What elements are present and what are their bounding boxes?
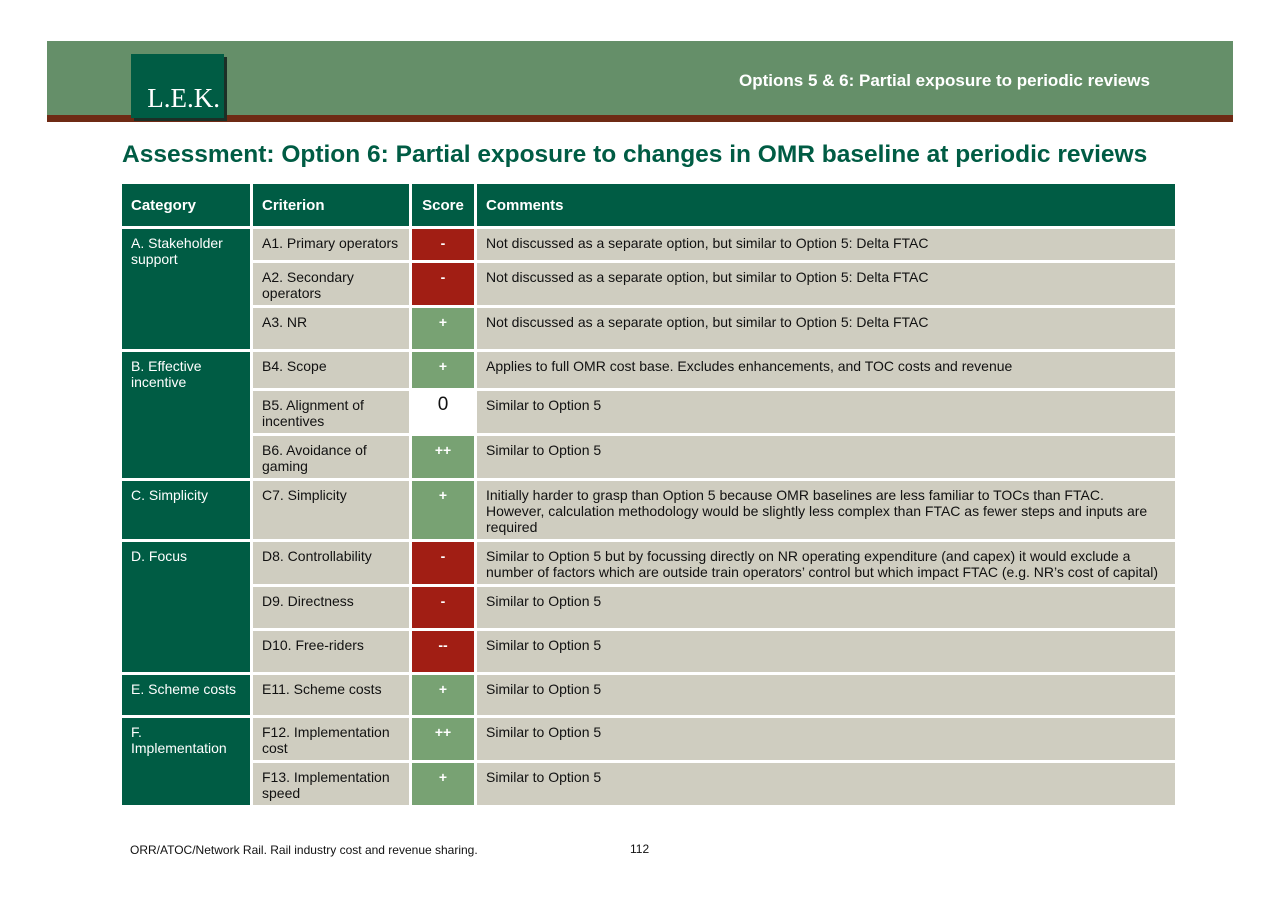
table-row: D9. Directness - Similar to Option 5: [122, 587, 1175, 628]
criterion-cell: D9. Directness: [253, 587, 409, 628]
comment-cell: Similar to Option 5: [477, 675, 1175, 715]
header-criterion: Criterion: [253, 184, 409, 226]
table-row: B. Effective incentive B4. Scope + Appli…: [122, 352, 1175, 478]
table-row: B6. Avoidance of gaming ++ Similar to Op…: [122, 436, 1175, 478]
score-cell: --: [412, 631, 474, 672]
header-title: Options 5 & 6: Partial exposure to perio…: [739, 71, 1150, 90]
comment-cell: Similar to Option 5: [477, 763, 1175, 805]
criterion-cell: D8. Controllability: [253, 542, 409, 584]
category-cell: D. Focus: [122, 542, 250, 672]
criterion-cell: B6. Avoidance of gaming: [253, 436, 409, 478]
score-cell: -: [412, 587, 474, 628]
comment-cell: Initially harder to grasp than Option 5 …: [477, 481, 1175, 539]
score-cell: +: [412, 675, 474, 715]
header-band: [47, 41, 1233, 115]
score-cell: -: [412, 229, 474, 260]
score-cell: 0: [412, 391, 474, 433]
score-cell: ++: [412, 718, 474, 760]
assessment-table: Category Criterion Score Comments A. Sta…: [119, 181, 1178, 808]
comment-cell: Similar to Option 5 but by focussing dir…: [477, 542, 1175, 584]
table-row: D10. Free-riders -- Similar to Option 5: [122, 631, 1175, 672]
table-row: B5. Alignment of incentives 0 Similar to…: [122, 391, 1175, 433]
lek-logo: L.E.K.: [131, 54, 224, 118]
category-cell: E. Scheme costs: [122, 675, 250, 715]
criterion-cell: E11. Scheme costs: [253, 675, 409, 715]
category-cell: A. Stakeholder support: [122, 229, 250, 349]
criterion-cell: C7. Simplicity: [253, 481, 409, 539]
comment-cell: Similar to Option 5: [477, 391, 1175, 433]
comment-cell: Applies to full OMR cost base. Excludes …: [477, 352, 1175, 388]
category-cell: F. Implementation: [122, 718, 250, 805]
criterion-cell: F12. Implementation cost: [253, 718, 409, 760]
table-row: F13. Implementation speed + Similar to O…: [122, 763, 1175, 805]
table-row: A3. NR + Not discussed as a separate opt…: [122, 308, 1175, 349]
criterion-cell: D10. Free-riders: [253, 631, 409, 672]
comment-cell: Not discussed as a separate option, but …: [477, 229, 1175, 260]
table-row: A2. Secondary operators - Not discussed …: [122, 263, 1175, 305]
header-stripe: [47, 115, 1233, 122]
comment-cell: Not discussed as a separate option, but …: [477, 263, 1175, 305]
table-row: D. Focus D8. Controllability - Similar t…: [122, 542, 1175, 672]
score-cell: +: [412, 352, 474, 388]
score-cell: -: [412, 542, 474, 584]
category-cell: B. Effective incentive: [122, 352, 250, 478]
criterion-cell: B4. Scope: [253, 352, 409, 388]
table-row: E. Scheme costs E11. Scheme costs + Simi…: [122, 675, 1175, 715]
comment-cell: Not discussed as a separate option, but …: [477, 308, 1175, 349]
category-cell: C. Simplicity: [122, 481, 250, 539]
header-score: Score: [412, 184, 474, 226]
table-row: A. Stakeholder support A1. Primary opera…: [122, 229, 1175, 349]
logo-text: L.E.K.: [147, 83, 220, 113]
score-cell: -: [412, 263, 474, 305]
score-cell: +: [412, 308, 474, 349]
criterion-cell: F13. Implementation speed: [253, 763, 409, 805]
table-row: F. Implementation F12. Implementation co…: [122, 718, 1175, 805]
table-header-row: Category Criterion Score Comments: [122, 184, 1175, 226]
header-comments: Comments: [477, 184, 1175, 226]
footer-source: ORR/ATOC/Network Rail. Rail industry cos…: [130, 843, 478, 857]
comment-cell: Similar to Option 5: [477, 718, 1175, 760]
criterion-cell: A2. Secondary operators: [253, 263, 409, 305]
comment-cell: Similar to Option 5: [477, 631, 1175, 672]
header-category: Category: [122, 184, 250, 226]
criterion-cell: B5. Alignment of incentives: [253, 391, 409, 433]
score-cell: ++: [412, 436, 474, 478]
criterion-cell: A1. Primary operators: [253, 229, 409, 260]
criterion-cell: A3. NR: [253, 308, 409, 349]
comment-cell: Similar to Option 5: [477, 587, 1175, 628]
comment-cell: Similar to Option 5: [477, 436, 1175, 478]
table-row: C. Simplicity C7. Simplicity + Initially…: [122, 481, 1175, 539]
page-title: Assessment: Option 6: Partial exposure t…: [122, 141, 1148, 168]
score-cell: +: [412, 481, 474, 539]
page-number: 112: [630, 842, 650, 856]
score-cell: +: [412, 763, 474, 805]
